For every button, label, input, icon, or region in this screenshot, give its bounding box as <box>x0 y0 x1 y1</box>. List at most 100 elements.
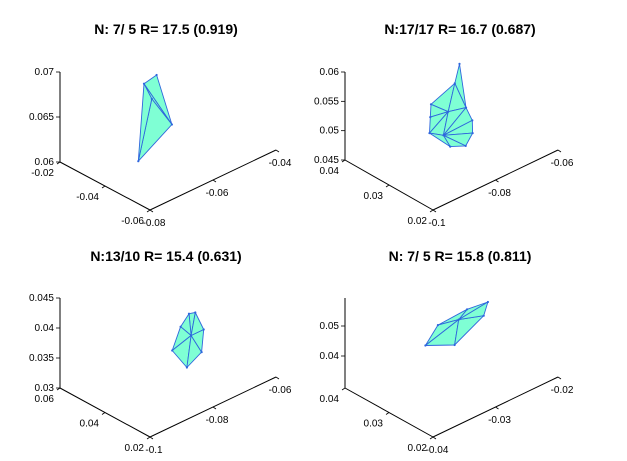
x-tick-mark <box>432 209 437 213</box>
y-tick-mark <box>56 161 61 165</box>
x-tick-label: -0.04 <box>426 445 449 456</box>
y-tick-mark <box>385 184 390 188</box>
subplot-3: N:13/10 R= 15.4 (0.631) 0.045 0.04 0.035 0.… <box>29 248 292 456</box>
y-tick-label: 0.02 <box>408 216 428 227</box>
z-tick-label: 0.045 <box>314 155 339 166</box>
x-tick-mark <box>495 179 499 183</box>
chart-title: N:17/17 R= 16.7 (0.687) <box>384 21 535 37</box>
data-point <box>190 334 193 337</box>
z-tick-label: 0.055 <box>314 96 339 107</box>
x-tick-mark <box>149 436 154 440</box>
x-tick-label: -0.08 <box>143 218 166 229</box>
subplot-2: N:17/17 R= 16.7 (0.687) 0.06 0.055 0.05 0.0… <box>314 21 574 229</box>
data-point <box>453 82 456 85</box>
y-tick-label: -0.04 <box>76 192 99 203</box>
data-point <box>142 82 146 85</box>
x-tick-mark <box>557 149 562 153</box>
data-point <box>200 351 203 354</box>
surface-face <box>429 132 451 148</box>
subplot-4: N: 7/ 5 R= 15.8 (0.811) 0.05 0.04 0.04 0.03… <box>320 248 574 456</box>
data-point <box>449 145 452 148</box>
z-tick-label: 0.06 <box>320 67 340 78</box>
z-tick-label: 0.065 <box>29 112 54 123</box>
chart-title: N: 7/ 5 R= 15.8 (0.811) <box>389 248 532 264</box>
data-point <box>466 308 469 311</box>
y-tick-mark <box>385 412 390 415</box>
y-tick-label: 0.04 <box>320 394 340 405</box>
y-tick-label: 0.02 <box>125 443 145 454</box>
data-point <box>458 62 461 65</box>
x-tick-mark <box>495 406 499 410</box>
x-tick-label: -0.06 <box>206 188 229 199</box>
data-point <box>429 116 432 119</box>
data-point <box>155 73 158 77</box>
y-tick-label: 0.03 <box>364 419 384 430</box>
x-tick-label: -0.02 <box>551 385 574 396</box>
chart-title: N: 7/ 5 R= 17.5 (0.919) <box>94 21 238 37</box>
y-tick-mark <box>146 436 151 440</box>
data-point <box>429 103 433 106</box>
data-point <box>194 311 197 314</box>
x-tick-label: -0.08 <box>488 188 511 199</box>
z-tick-label: 0.03 <box>35 383 55 394</box>
x-tick-mark <box>212 179 217 183</box>
y-tick-label: 0.04 <box>320 166 340 177</box>
z-tick-label: 0.045 <box>29 293 54 304</box>
x-tick-label: -0.03 <box>488 415 511 426</box>
data-point <box>185 366 188 369</box>
subplot-1: N: 7/ 5 R= 17.5 (0.919) 0.070.0650.06-0.… <box>29 21 292 229</box>
surface-face <box>190 312 205 336</box>
x-tick-mark <box>212 406 217 410</box>
y-tick-mark <box>341 159 346 163</box>
z-tick-label: 0.04 <box>35 323 55 334</box>
data-point <box>179 325 182 328</box>
data-point <box>436 324 439 327</box>
y-tick-mark <box>101 185 106 189</box>
y-tick-label: -0.06 <box>121 216 144 227</box>
data-point <box>202 328 205 331</box>
data-point <box>150 97 153 100</box>
data-point <box>170 123 173 126</box>
x-tick-mark <box>275 149 280 153</box>
data-point <box>464 106 468 109</box>
z-tick-label: 0.07 <box>35 67 55 78</box>
z-tick-label: 0.035 <box>29 353 54 364</box>
x-tick-mark <box>557 376 562 380</box>
data-point <box>486 300 489 304</box>
x-tick-mark <box>432 436 437 440</box>
surface-face <box>458 301 489 321</box>
x-tick-label: -0.08 <box>206 415 229 426</box>
chart-title: N:13/10 R= 15.4 (0.631) <box>90 248 241 264</box>
y-tick-label: 0.02 <box>408 443 428 454</box>
z-tick-label: 0.05 <box>320 321 340 332</box>
data-point <box>464 144 467 147</box>
z-tick-label: 0.05 <box>320 126 340 137</box>
x-tick-label: -0.04 <box>269 158 292 169</box>
z-tick-label: 0.06 <box>35 157 55 168</box>
y-tick-label: -0.02 <box>31 168 54 179</box>
x-tick-label: -0.1 <box>145 445 163 456</box>
data-point <box>471 119 474 122</box>
y-tick-label: 0.04 <box>80 419 100 430</box>
y-tick-label: 0.06 <box>35 394 55 405</box>
x-tick-label: -0.06 <box>269 385 292 396</box>
z-tick-label: 0.04 <box>320 351 340 362</box>
x-tick-label: -0.06 <box>551 158 574 169</box>
x-tick-label: -0.1 <box>428 218 446 229</box>
data-point <box>471 132 474 135</box>
y-tick-mark <box>429 436 434 440</box>
y-tick-label: 0.03 <box>364 191 384 202</box>
data-point <box>428 132 431 135</box>
data-point <box>137 160 140 163</box>
data-point <box>447 110 450 113</box>
data-point <box>442 134 445 137</box>
surface-face <box>137 83 153 162</box>
data-point <box>424 344 427 347</box>
x-tick-mark <box>275 376 280 380</box>
data-point <box>187 312 191 315</box>
y-tick-mark <box>101 412 106 415</box>
y-tick-mark <box>56 387 61 391</box>
y-tick-mark <box>341 387 346 391</box>
y-tick-mark <box>146 209 151 213</box>
y-tick-mark <box>429 209 434 213</box>
